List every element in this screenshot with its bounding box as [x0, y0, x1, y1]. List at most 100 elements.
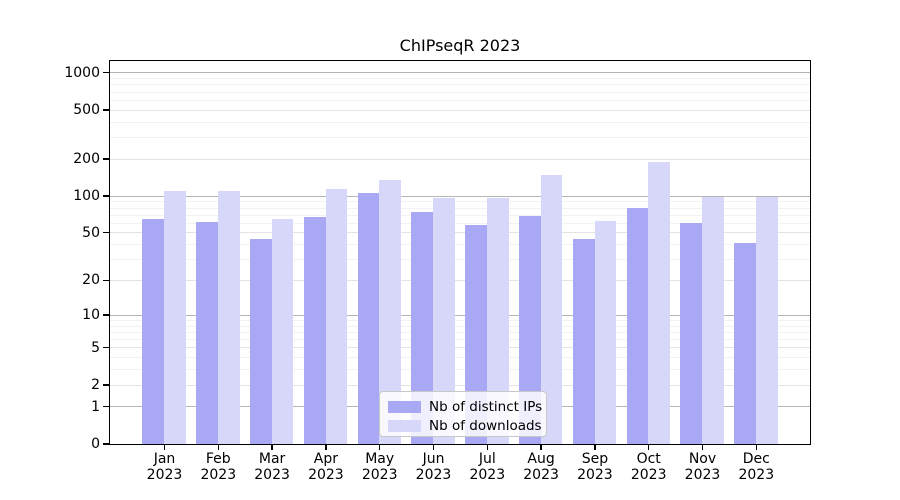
y-tick-mark	[103, 72, 110, 74]
bar-distinct-ips	[250, 239, 272, 444]
y-tick-label: 0	[91, 436, 100, 452]
bar-distinct-ips	[626, 208, 649, 444]
minor-gridline	[109, 222, 810, 224]
x-tick-mark	[432, 444, 435, 450]
bar-downloads	[379, 179, 402, 444]
x-tick-label-month: Nov	[688, 451, 717, 467]
x-tick-mark	[594, 444, 596, 450]
bar-downloads	[217, 190, 240, 444]
x-tick-label-year: 2023	[469, 466, 506, 483]
x-tick-label: Aug 2023	[506, 451, 576, 483]
x-tick-label-year: 2023	[200, 466, 237, 483]
x-tick-label-year: 2023	[361, 466, 398, 483]
x-tick-label-month: Oct	[636, 451, 661, 467]
legend-label: Nb of downloads	[429, 417, 542, 434]
minor-gridline	[109, 201, 810, 203]
x-tick-label: Nov 2023	[668, 451, 738, 483]
bar-downloads	[755, 196, 778, 444]
bar-downloads	[325, 189, 348, 444]
gridline	[109, 384, 810, 386]
minor-gridline	[109, 78, 810, 80]
minor-gridline	[109, 214, 810, 216]
y-tick-label: 50	[82, 224, 100, 241]
x-tick-label: Oct 2023	[614, 451, 684, 483]
bar-distinct-ips	[465, 224, 487, 444]
bar-distinct-ips	[572, 239, 595, 444]
y-tick-mark	[103, 314, 110, 316]
minor-gridline	[109, 319, 810, 321]
minor-gridline	[109, 331, 810, 333]
bar-downloads	[433, 197, 455, 444]
y-tick-mark	[103, 443, 110, 445]
y-tick-mark	[103, 158, 110, 160]
bar-downloads	[540, 174, 563, 444]
y-tick-label: 10	[82, 307, 100, 324]
bar-downloads	[164, 190, 186, 444]
x-tick-label: Dec 2023	[721, 451, 791, 483]
x-tick-label-month: Sep	[581, 451, 609, 467]
gridline	[109, 195, 810, 197]
minor-gridline	[109, 357, 810, 359]
bar-downloads	[702, 197, 724, 444]
bar-distinct-ips	[734, 242, 756, 444]
bar-distinct-ips	[303, 216, 326, 444]
y-tick-label: 100	[73, 187, 100, 204]
minor-gridline	[109, 207, 810, 209]
x-tick-label-month: Jun	[422, 451, 445, 467]
x-tick-mark	[325, 444, 327, 450]
y-tick-label: 1	[91, 398, 100, 415]
legend: Nb of distinct IPs Nb of downloads	[379, 391, 547, 437]
x-tick-label-month: Apr	[313, 451, 338, 467]
x-tick-mark	[648, 444, 650, 450]
gridline	[109, 158, 810, 160]
chart-title: ChIPseqR 2023	[399, 36, 521, 55]
minor-gridline	[109, 121, 810, 123]
x-tick-label-year: 2023	[684, 466, 721, 483]
x-tick-mark	[701, 444, 704, 450]
x-tick-label: Feb 2023	[183, 451, 253, 483]
y-tick-label: 1000	[64, 64, 100, 81]
x-tick-label-year: 2023	[577, 466, 613, 483]
y-tick-mark	[103, 109, 110, 111]
minor-gridline	[109, 259, 810, 261]
x-tick-label: May 2023	[345, 451, 415, 483]
x-tick-mark	[163, 444, 166, 450]
x-tick-mark	[379, 444, 381, 450]
y-tick-label: 20	[82, 272, 100, 289]
x-tick-label: Sep 2023	[560, 451, 630, 483]
y-tick-label: 5	[91, 339, 100, 356]
minor-gridline	[109, 369, 810, 371]
plot-area	[108, 59, 811, 445]
y-tick-label: 500	[73, 101, 100, 118]
minor-gridline	[109, 339, 810, 341]
legend-swatch	[388, 400, 421, 413]
gridline	[109, 280, 810, 282]
minor-gridline	[109, 91, 810, 93]
legend-row: Nb of distinct IPs	[380, 397, 546, 416]
y-tick-label: 200	[73, 150, 100, 167]
gridline	[109, 232, 810, 234]
x-tick-label-month: Jul	[478, 451, 496, 467]
y-tick-mark	[103, 279, 110, 282]
bar-distinct-ips	[519, 216, 541, 444]
x-tick-label-month: Feb	[205, 451, 231, 467]
x-tick-label: Jul 2023	[452, 451, 522, 483]
x-tick-mark	[540, 444, 542, 450]
y-tick-label: 2	[91, 376, 100, 393]
y-tick-mark	[103, 406, 110, 408]
y-tick-mark	[103, 232, 110, 234]
gridline	[109, 314, 810, 316]
x-tick-mark	[486, 444, 488, 450]
legend-swatch	[388, 419, 421, 432]
bar-distinct-ips	[411, 211, 434, 444]
x-tick-label: Mar 2023	[237, 451, 307, 483]
x-tick-label-month: Aug	[527, 451, 555, 467]
bar-distinct-ips	[680, 222, 703, 444]
x-tick-mark	[217, 444, 219, 450]
y-tick-mark	[103, 195, 110, 197]
bar-distinct-ips	[357, 192, 380, 444]
bar-downloads	[271, 219, 294, 444]
y-tick-mark	[103, 384, 110, 386]
x-tick-label: Jan 2023	[130, 451, 200, 483]
